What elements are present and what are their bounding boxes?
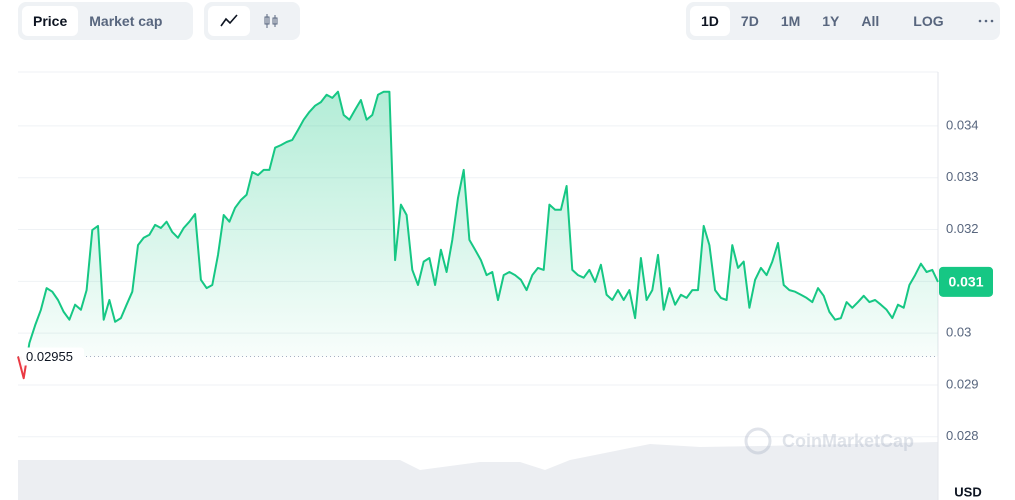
y-tick-label: 0.033 bbox=[946, 169, 979, 184]
y-tick-label: 0.032 bbox=[946, 221, 979, 236]
currency-label: USD bbox=[954, 484, 981, 499]
y-tick-label: 0.03 bbox=[946, 325, 971, 340]
more-icon bbox=[978, 19, 993, 23]
range[interactable]: All bbox=[861, 13, 880, 29]
range[interactable]: 1D bbox=[690, 6, 730, 36]
volume-area bbox=[18, 442, 938, 500]
baseline-label-bg bbox=[22, 347, 84, 366]
last-price-badge bbox=[939, 266, 993, 297]
line-icon bbox=[220, 14, 238, 27]
watermark-logo bbox=[744, 427, 772, 455]
range[interactable]: 1Y bbox=[822, 13, 840, 29]
range[interactable]: 7D bbox=[740, 13, 759, 29]
watermark: CoinMarketCap bbox=[744, 427, 914, 455]
line-icon-button[interactable] bbox=[208, 6, 250, 36]
more-button[interactable] bbox=[967, 6, 1005, 36]
y-tick-label: 0.029 bbox=[946, 376, 979, 391]
baseline-label: 0.02955 bbox=[26, 349, 73, 364]
y-tick-label: 0.028 bbox=[946, 428, 979, 443]
candle-icon bbox=[264, 14, 278, 28]
range[interactable]: 1M bbox=[780, 13, 801, 29]
view-tabs: Price Market cap bbox=[18, 2, 193, 40]
watermark-text: CoinMarketCap bbox=[782, 431, 914, 451]
price-area bbox=[18, 91, 938, 379]
tab[interactable]: Market cap bbox=[89, 13, 163, 29]
log-toggle[interactable]: LOG bbox=[913, 13, 944, 29]
last-price-label: 0.031 bbox=[948, 274, 983, 290]
range-tabs: 1D 7D 1M 1Y All LOG bbox=[686, 2, 1000, 40]
chart-type-tabs bbox=[204, 2, 300, 40]
candle-icon-button[interactable] bbox=[250, 6, 292, 36]
tab[interactable]: Price bbox=[22, 6, 79, 36]
y-tick-label: 0.034 bbox=[946, 117, 979, 132]
price-line bbox=[17, 90, 939, 380]
